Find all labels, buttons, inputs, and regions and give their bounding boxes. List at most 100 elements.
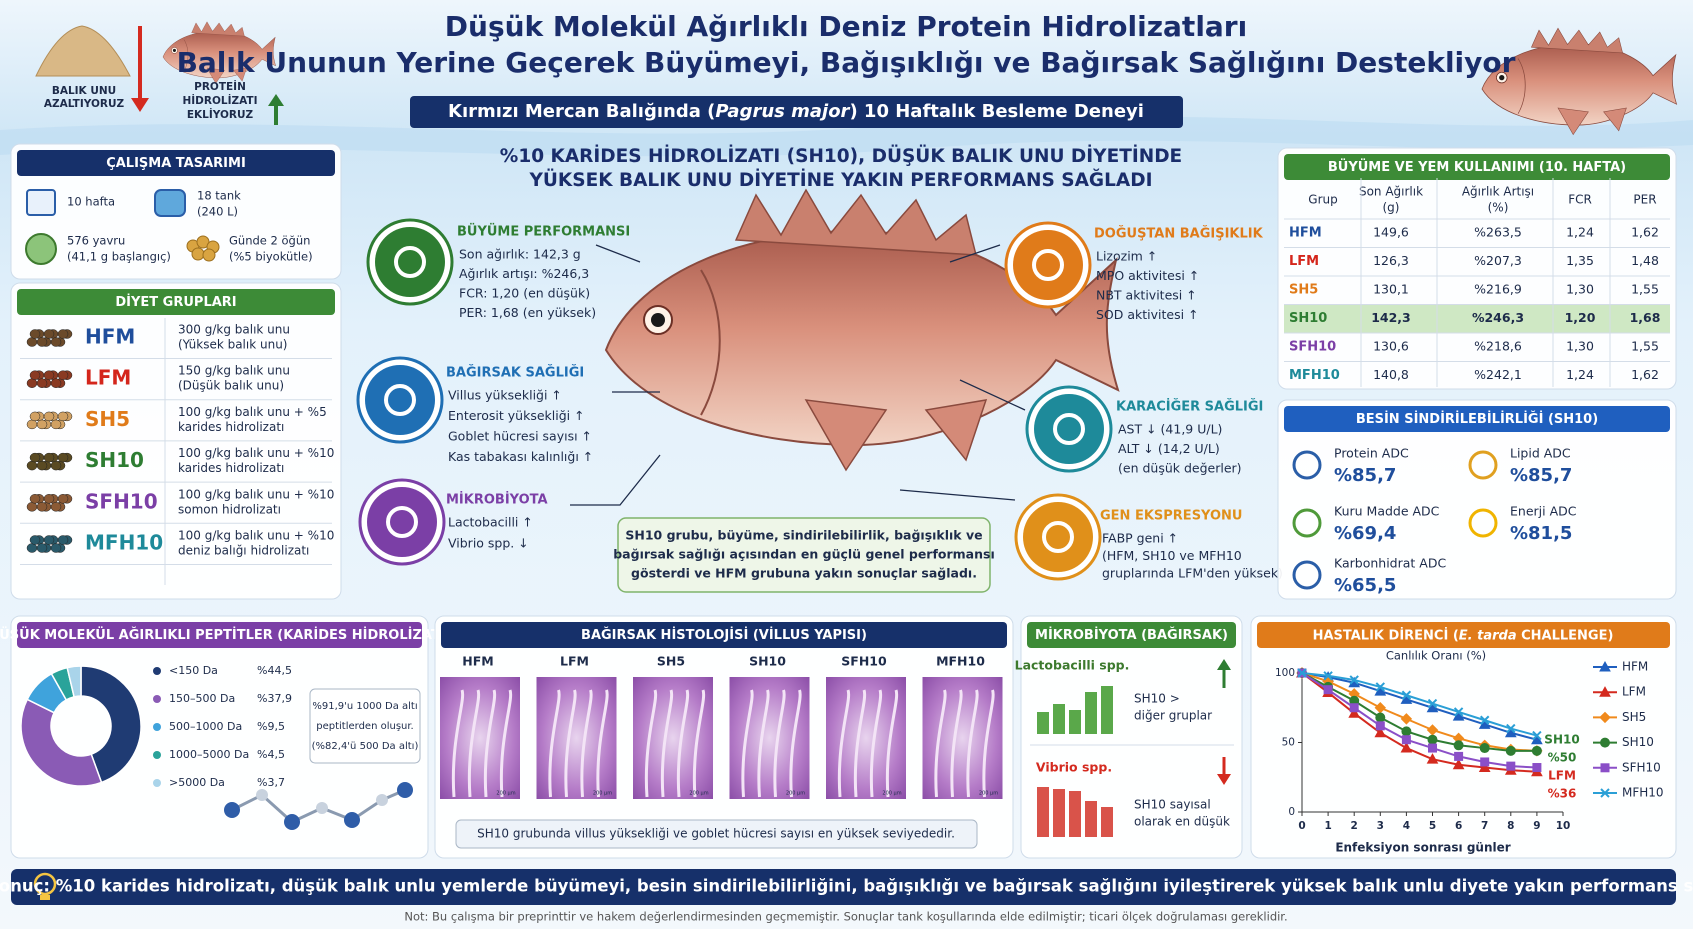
y-tick-label: 0 xyxy=(1288,806,1295,818)
pellet xyxy=(43,535,55,545)
x-axis-label: Enfeksiyon sonrası günler xyxy=(1335,841,1510,855)
marker xyxy=(1505,745,1516,756)
marker xyxy=(1400,713,1413,725)
table-cell: 130,6 xyxy=(1373,339,1409,354)
marker xyxy=(1452,758,1465,770)
legend-label: 500–1000 Da xyxy=(169,720,242,733)
marker xyxy=(1599,711,1611,724)
summary-line: gösterdi ve HFM grubuna yakın sonuçlar s… xyxy=(631,566,977,581)
callout-title: MİKROBİYOTA xyxy=(446,492,548,508)
pellet xyxy=(57,535,69,545)
legend-label: LFM xyxy=(1622,685,1646,699)
subtitle-part: Kırmızı Mercan Balığında ( xyxy=(448,101,715,122)
marker xyxy=(1532,730,1542,741)
callout-line: NBT aktivitesi ↑ xyxy=(1096,288,1197,303)
icon-glyph xyxy=(1053,413,1085,445)
subtitle-banner xyxy=(410,96,1183,128)
table-cell: 140,8 xyxy=(1373,367,1409,382)
legend-label: <150 Da xyxy=(169,664,218,677)
note-box xyxy=(309,688,421,764)
digest-value: %69,4 xyxy=(1334,523,1396,544)
conclusion-bar xyxy=(11,869,1676,905)
callout-line: Vibrio spp. ↓ xyxy=(448,536,529,551)
bulb-base xyxy=(40,895,50,900)
marker xyxy=(1479,715,1490,725)
digest-icon xyxy=(1468,450,1498,480)
villus xyxy=(982,689,995,798)
pellet xyxy=(57,411,69,422)
atom xyxy=(224,802,240,818)
disease-title: HASTALIK DİRENCİ (E. tarda CHALLENGE) xyxy=(1313,627,1614,643)
design-item: (41,1 g başlangıç) xyxy=(67,250,171,264)
microbe-name: Vibrio spp. xyxy=(1036,760,1112,775)
pellet xyxy=(29,535,41,545)
pellet xyxy=(43,494,55,504)
conclusion: Sonuç: %10 karides hidrolizatı, düşük ba… xyxy=(0,877,1693,896)
digest-label: Lipid ADC xyxy=(1510,446,1571,461)
callout-title: BÜYÜME PERFORMANSI xyxy=(457,224,630,240)
villus xyxy=(837,689,851,798)
headline: %10 KARİDES HİDROLİZATI (SH10), DÜŞÜK BA… xyxy=(500,145,1182,167)
subtitle-part: Pagrus major xyxy=(715,101,850,122)
up-arrow-head xyxy=(1217,659,1231,670)
histology-label: SFH10 xyxy=(841,654,887,669)
peptides-title-bar xyxy=(17,622,422,648)
villus xyxy=(741,689,754,798)
pellet xyxy=(36,337,48,347)
down-arrow-head xyxy=(1217,774,1231,785)
icon-glyph xyxy=(1032,249,1064,281)
subtitle: Kırmızı Mercan Balığında (Pagrus major) … xyxy=(448,101,1144,122)
histology-label: HFM xyxy=(462,654,493,669)
histology-label: SH5 xyxy=(657,654,685,669)
table-cell: 1,35 xyxy=(1566,253,1594,268)
villus xyxy=(885,689,899,798)
pellet xyxy=(29,411,41,422)
callout-line: Lizozim ↑ xyxy=(1096,249,1157,264)
pellet xyxy=(26,460,38,471)
table-cell: LFM xyxy=(1289,254,1319,269)
histology-label: LFM xyxy=(560,654,589,669)
diet-name: SH5 xyxy=(85,407,130,431)
annotation: LFM xyxy=(1548,769,1576,783)
diet-name: HFM xyxy=(85,325,135,349)
pellet xyxy=(50,419,62,430)
subtitle-part: ) 10 Haftalık Besleme Deneyi xyxy=(849,101,1144,122)
diet-desc: 100 g/kg balık unu + %5 xyxy=(178,405,327,419)
digestibility xyxy=(1277,399,1677,600)
table-cell: 1,30 xyxy=(1566,339,1594,354)
digest-value: %85,7 xyxy=(1334,465,1396,486)
villus xyxy=(467,689,481,798)
connector xyxy=(959,379,1026,411)
callout-line: ALT ↓ (14,2 U/L) xyxy=(1118,441,1220,456)
x-tick-label: 0 xyxy=(1298,820,1305,832)
marker xyxy=(1428,743,1437,753)
diet-name: MFH10 xyxy=(85,531,163,555)
callout-line: FCR: 1,20 (en düşük) xyxy=(459,286,590,301)
digestibility-title: BESİN SİNDİRİLEBİLİRLİĞİ (SH10) xyxy=(1356,411,1598,427)
table-cell: SFH10 xyxy=(1289,340,1336,355)
x-tick-label: 9 xyxy=(1533,820,1540,832)
marker xyxy=(1453,707,1464,717)
table-cell: %216,9 xyxy=(1474,282,1522,297)
title: Balık Ununun Yerine Geçerek Büyümeyi, Ba… xyxy=(177,46,1516,79)
callout-line: PER: 1,68 (en yüksek) xyxy=(459,305,596,320)
callout-line: Enterosit yüksekliği ↑ xyxy=(448,408,585,423)
title-part: HASTALIK DİRENCİ ( xyxy=(1313,627,1459,643)
digest-icon xyxy=(1292,450,1322,480)
table-cell: %207,3 xyxy=(1474,253,1522,268)
marker xyxy=(1427,734,1438,745)
diet-desc: 300 g/kg balık unu xyxy=(178,323,290,337)
marker xyxy=(1454,751,1464,761)
table-cell: 1,30 xyxy=(1566,282,1594,297)
decor-bar xyxy=(1053,704,1065,734)
callout-line: Son ağırlık: 142,3 g xyxy=(459,247,581,262)
connector xyxy=(570,454,661,506)
marker xyxy=(1600,788,1610,798)
icon-glyph xyxy=(384,384,416,416)
pellet-icon xyxy=(202,248,216,262)
connector xyxy=(899,489,1016,501)
digestibility-title-bar xyxy=(1284,406,1670,432)
digest-icon xyxy=(1292,508,1322,538)
histology-caption: SH10 grubunda villus yüksekliği ve goble… xyxy=(477,827,955,841)
villus xyxy=(596,689,609,798)
